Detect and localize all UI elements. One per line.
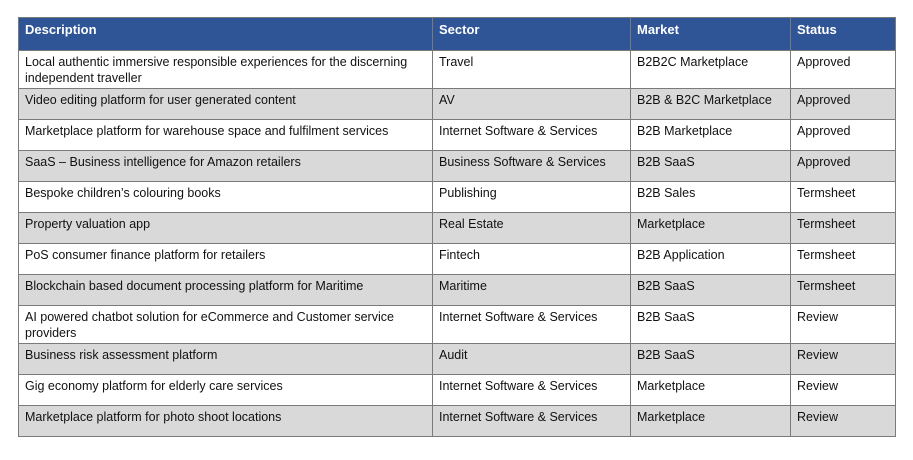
cell-status: Termsheet <box>790 212 896 244</box>
cell-description: Video editing platform for user generate… <box>18 88 433 120</box>
cell-sector: Internet Software & Services <box>432 119 631 151</box>
cell-market: B2B Application <box>630 243 791 275</box>
table-row: Marketplace platform for photo shoot loc… <box>18 405 896 437</box>
cell-market: Marketplace <box>630 374 791 406</box>
cell-status: Termsheet <box>790 181 896 213</box>
header-status: Status <box>790 17 896 51</box>
cell-sector: AV <box>432 88 631 120</box>
table-row: Marketplace platform for warehouse space… <box>18 119 896 151</box>
cell-status: Approved <box>790 119 896 151</box>
cell-status: Review <box>790 305 896 344</box>
cell-description: Marketplace platform for warehouse space… <box>18 119 433 151</box>
cell-market: B2B SaaS <box>630 274 791 306</box>
cell-sector: Maritime <box>432 274 631 306</box>
cell-status: Review <box>790 343 896 375</box>
cell-market: B2B & B2C Marketplace <box>630 88 791 120</box>
cell-sector: Fintech <box>432 243 631 275</box>
cell-status: Termsheet <box>790 243 896 275</box>
table-row: Blockchain based document processing pla… <box>18 274 896 306</box>
cell-description: SaaS – Business intelligence for Amazon … <box>18 150 433 182</box>
cell-sector: Internet Software & Services <box>432 374 631 406</box>
table-row: Business risk assessment platform Audit B2… <box>18 343 896 375</box>
cell-market: B2B2C Marketplace <box>630 50 791 89</box>
cell-market: B2B SaaS <box>630 343 791 375</box>
cell-sector: Internet Software & Services <box>432 405 631 437</box>
table-row: AI powered chatbot solution for eCommerc… <box>18 305 896 344</box>
cell-market: B2B SaaS <box>630 150 791 182</box>
cell-market: B2B Sales <box>630 181 791 213</box>
cell-description: Local authentic immersive responsible ex… <box>18 50 433 89</box>
cell-sector: Real Estate <box>432 212 631 244</box>
cell-sector: Business Software & Services <box>432 150 631 182</box>
table-row: Bespoke children’s colouring books Publis… <box>18 181 896 213</box>
table-row: PoS consumer finance platform for retail… <box>18 243 896 275</box>
cell-status: Review <box>790 405 896 437</box>
table-row: Gig economy platform for elderly care se… <box>18 374 896 406</box>
table-row: Local authentic immersive responsible ex… <box>18 50 896 89</box>
cell-description: Business risk assessment platform <box>18 343 433 375</box>
cell-sector: Travel <box>432 50 631 89</box>
cell-status: Approved <box>790 50 896 89</box>
cell-market: B2B SaaS <box>630 305 791 344</box>
cell-sector: Audit <box>432 343 631 375</box>
table-body: Local authentic immersive responsible ex… <box>18 50 896 437</box>
cell-description: Marketplace platform for photo shoot loc… <box>18 405 433 437</box>
header-sector: Sector <box>432 17 631 51</box>
cell-description: Property valuation app <box>18 212 433 244</box>
cell-market: Marketplace <box>630 405 791 437</box>
cell-description: Bespoke children’s colouring books <box>18 181 433 213</box>
table-row: Video editing platform for user generate… <box>18 88 896 120</box>
cell-sector: Publishing <box>432 181 631 213</box>
header-row: Description Sector Market Status <box>18 17 896 51</box>
cell-status: Approved <box>790 88 896 120</box>
table-row: Property valuation app Real Estate Marketp… <box>18 212 896 244</box>
cell-status: Termsheet <box>790 274 896 306</box>
header-market: Market <box>630 17 791 51</box>
cell-market: B2B Marketplace <box>630 119 791 151</box>
cell-sector: Internet Software & Services <box>432 305 631 344</box>
cell-description: AI powered chatbot solution for eCommerc… <box>18 305 433 344</box>
startup-table: Description Sector Market Status Local a… <box>18 17 896 437</box>
header-description: Description <box>18 17 433 51</box>
cell-market: Marketplace <box>630 212 791 244</box>
table-row: SaaS – Business intelligence for Amazon … <box>18 150 896 182</box>
cell-description: PoS consumer finance platform for retail… <box>18 243 433 275</box>
cell-status: Review <box>790 374 896 406</box>
cell-status: Approved <box>790 150 896 182</box>
cell-description: Gig economy platform for elderly care se… <box>18 374 433 406</box>
cell-description: Blockchain based document processing pla… <box>18 274 433 306</box>
